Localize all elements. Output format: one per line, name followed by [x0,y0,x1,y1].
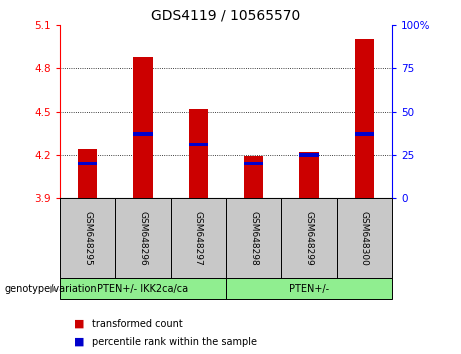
Text: genotype/variation: genotype/variation [5,284,97,293]
Text: PTEN+/- IKK2ca/ca: PTEN+/- IKK2ca/ca [97,284,189,293]
Text: PTEN+/-: PTEN+/- [289,284,329,293]
Bar [133,132,153,136]
Bar [60,278,226,299]
Text: ▶: ▶ [50,284,58,293]
Bar [78,162,97,165]
Bar [355,132,374,136]
Bar [78,149,97,198]
Bar [133,57,153,198]
Text: ■: ■ [74,337,84,347]
Text: transformed count: transformed count [92,319,183,329]
Text: percentile rank within the sample: percentile rank within the sample [92,337,257,347]
Bar [299,153,319,157]
Bar [299,152,319,198]
Bar [60,198,115,278]
Bar [115,198,171,278]
Title: GDS4119 / 10565570: GDS4119 / 10565570 [151,8,301,22]
Text: GSM648298: GSM648298 [249,211,258,266]
Bar [189,143,208,146]
Bar [337,198,392,278]
Text: GSM648296: GSM648296 [138,211,148,266]
Bar [226,198,281,278]
Bar [244,162,263,165]
Text: GSM648299: GSM648299 [304,211,313,266]
Bar [171,198,226,278]
Text: GSM648300: GSM648300 [360,211,369,266]
Bar [281,198,337,278]
Bar [226,278,392,299]
Text: GSM648297: GSM648297 [194,211,203,266]
Bar [189,109,208,198]
Bar [355,39,374,198]
Text: GSM648295: GSM648295 [83,211,92,266]
Text: ■: ■ [74,319,84,329]
Bar [244,156,263,198]
